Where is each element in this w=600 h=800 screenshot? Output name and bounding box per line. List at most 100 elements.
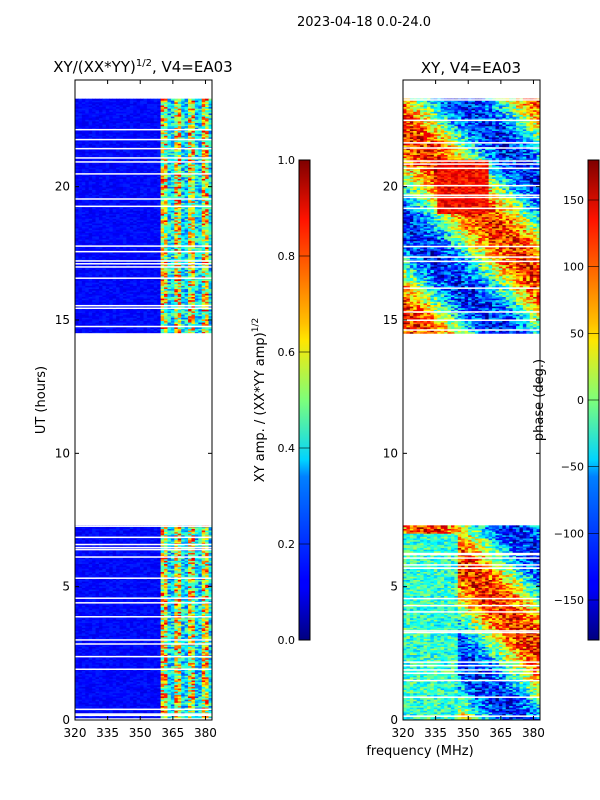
heatmap-cell: [184, 686, 189, 689]
heatmap-cell: [81, 629, 86, 632]
heatmap-cell: [157, 581, 162, 584]
heatmap-cell: [112, 676, 117, 679]
heatmap-cell: [116, 699, 120, 702]
heatmap-cell: [98, 563, 103, 566]
heatmap-cell: [201, 544, 206, 547]
heatmap-cell: [129, 688, 134, 691]
heatmap-cell: [191, 539, 196, 542]
heatmap-cell: [188, 330, 192, 333]
heatmap-cell: [95, 531, 100, 534]
heatmap-cell: [181, 664, 185, 667]
heatmap-cell: [122, 570, 127, 573]
heatmap-cell: [129, 697, 134, 700]
heatmap-cell: [194, 702, 199, 705]
flagged-row: [75, 655, 212, 658]
heatmap-cell: [140, 584, 144, 587]
heatmap-cell: [81, 617, 86, 620]
heatmap-cell: [140, 707, 144, 710]
heatmap-cell: [160, 652, 165, 655]
heatmap-cell: [116, 605, 120, 608]
heatmap-cell: [194, 526, 199, 529]
heatmap-cell: [102, 562, 107, 565]
heatmap-cell: [122, 547, 127, 550]
heatmap-cell: [146, 680, 151, 683]
heatmap-cell: [136, 611, 141, 614]
heatmap-cell: [133, 609, 138, 612]
heatmap-cell: [191, 696, 196, 699]
heatmap-cell: [126, 552, 131, 555]
heatmap-cell: [194, 541, 199, 544]
heatmap-cell: [157, 680, 162, 683]
heatmap-cell: [181, 593, 185, 596]
heatmap-cell: [208, 622, 212, 625]
heatmap-cell: [126, 707, 131, 710]
heatmap-cell: [201, 570, 206, 573]
heatmap-cell: [188, 645, 192, 648]
heatmap-cell: [177, 646, 182, 649]
heatmap-cell: [102, 581, 107, 584]
heatmap-cell: [174, 589, 179, 592]
heatmap-cell: [105, 646, 110, 649]
heatmap-cell: [78, 541, 83, 544]
heatmap-cell: [109, 606, 114, 609]
heatmap-cell: [133, 686, 138, 689]
heatmap-cell: [174, 629, 179, 632]
heatmap-cell: [174, 573, 179, 576]
heatmap-cell: [81, 632, 86, 635]
heatmap-cell: [88, 528, 93, 531]
heatmap-cell: [105, 574, 110, 577]
heatmap-cell: [146, 562, 151, 565]
heatmap-cell: [112, 538, 117, 541]
heatmap-cell: [109, 637, 114, 640]
heatmap-cell: [157, 673, 162, 676]
heatmap-cell: [75, 629, 79, 632]
heatmap-cell: [150, 640, 155, 643]
heatmap-cell: [188, 625, 192, 628]
heatmap-cell: [188, 659, 192, 662]
heatmap-cell: [78, 547, 83, 550]
heatmap-cell: [157, 541, 162, 544]
heatmap-cell: [170, 541, 175, 544]
heatmap-cell: [181, 678, 185, 681]
heatmap-cell: [122, 582, 127, 585]
heatmap-cell: [129, 581, 134, 584]
heatmap-cell: [85, 641, 90, 644]
heatmap-cell: [177, 683, 182, 686]
heatmap-cell: [164, 566, 168, 569]
heatmap-cell: [157, 600, 162, 603]
heatmap-cell: [81, 562, 86, 565]
heatmap-cell: [160, 716, 165, 719]
heatmap-cell: [167, 605, 172, 608]
heatmap-cell: [95, 641, 100, 644]
heatmap-cell: [160, 331, 165, 334]
heatmap-cell: [126, 593, 131, 596]
heatmap-cell: [122, 592, 127, 595]
heatmap-cell: [88, 613, 93, 616]
heatmap-cell: [88, 603, 93, 606]
heatmap-cell: [164, 672, 168, 675]
heatmap-cell: [177, 689, 182, 692]
heatmap-cell: [164, 699, 168, 702]
heatmap-cell: [78, 715, 83, 718]
heatmap-cell: [102, 557, 107, 560]
heatmap-cell: [78, 613, 83, 616]
heatmap-cell: [146, 705, 151, 708]
heatmap-cell: [191, 579, 196, 582]
heatmap-cell: [95, 699, 100, 702]
heatmap-cell: [146, 621, 151, 624]
heatmap-cell: [170, 571, 175, 574]
heatmap-cell: [205, 627, 209, 630]
heatmap-cell: [133, 562, 138, 565]
heatmap-cell: [205, 694, 209, 697]
heatmap-cell: [160, 672, 165, 675]
heatmap-cell: [140, 705, 144, 708]
heatmap-cell: [92, 613, 96, 616]
heatmap-cell: [150, 619, 155, 622]
heatmap-cell: [136, 697, 141, 700]
heatmap-cell: [98, 680, 103, 683]
heatmap-cell: [95, 574, 100, 577]
heatmap-cell: [157, 538, 162, 541]
heatmap-cell: [140, 688, 144, 691]
heatmap-cell: [105, 657, 110, 660]
heatmap-cell: [160, 705, 165, 708]
